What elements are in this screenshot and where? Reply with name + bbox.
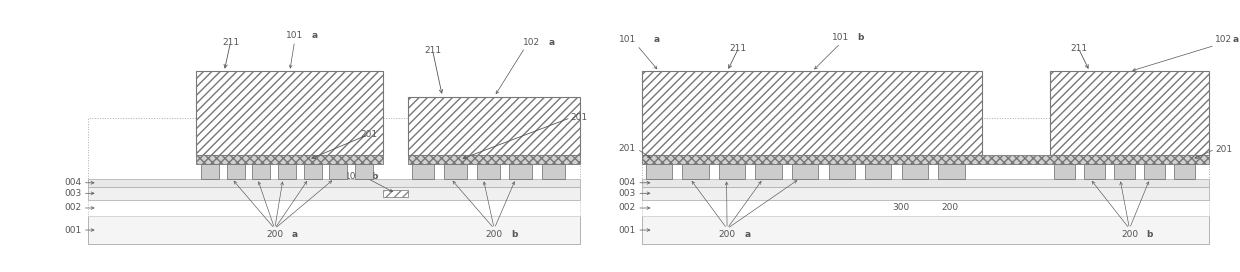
Bar [719, 164, 745, 179]
Bar [252, 164, 270, 179]
Text: 201: 201 [619, 144, 636, 153]
Text: 101: 101 [286, 31, 304, 40]
Bar [304, 164, 321, 179]
Bar [1050, 72, 1209, 156]
Bar [476, 164, 500, 179]
Bar [355, 164, 373, 179]
Text: 002: 002 [619, 203, 636, 212]
Bar [1054, 164, 1075, 179]
Text: 102: 102 [1215, 35, 1233, 45]
Bar [1084, 164, 1105, 179]
Bar [201, 164, 219, 179]
Bar [88, 187, 580, 200]
Bar [646, 164, 672, 179]
Text: 211: 211 [424, 46, 441, 55]
Bar [88, 200, 580, 217]
Bar [542, 164, 564, 179]
Text: a: a [548, 38, 554, 47]
Text: 200: 200 [718, 230, 735, 239]
Bar [642, 187, 1209, 200]
Text: 101: 101 [619, 35, 636, 45]
Text: 102: 102 [522, 38, 539, 47]
Bar [642, 217, 1209, 244]
Bar [828, 164, 854, 179]
Text: 211: 211 [1070, 44, 1087, 53]
Text: 200: 200 [941, 203, 959, 212]
Text: a: a [744, 230, 750, 239]
Bar [1114, 164, 1136, 179]
Bar [408, 156, 580, 164]
Text: 200: 200 [486, 230, 502, 239]
Text: 201: 201 [570, 113, 588, 122]
Bar [642, 156, 1209, 164]
Bar [682, 164, 708, 179]
Bar [755, 164, 781, 179]
Bar [227, 164, 244, 179]
Text: 004: 004 [64, 178, 82, 187]
Text: 200: 200 [1121, 230, 1138, 239]
Bar [792, 164, 818, 179]
Bar [412, 164, 434, 179]
Bar [330, 164, 347, 179]
Bar [939, 164, 965, 179]
Bar [196, 156, 383, 164]
Bar [88, 217, 580, 244]
Bar [901, 164, 928, 179]
Bar [642, 179, 1209, 187]
Bar [444, 164, 467, 179]
Text: a: a [1233, 35, 1239, 45]
Text: 300: 300 [892, 203, 909, 212]
Text: 003: 003 [64, 189, 82, 198]
Text: b: b [511, 230, 518, 239]
Text: b: b [371, 172, 377, 181]
Text: 002: 002 [64, 203, 82, 212]
Text: 201: 201 [1215, 145, 1233, 154]
Text: 200: 200 [267, 230, 283, 239]
Text: 211: 211 [222, 38, 239, 47]
Bar [383, 190, 408, 197]
Text: 001: 001 [64, 225, 82, 234]
Bar [278, 164, 296, 179]
Bar [408, 97, 580, 156]
Text: 201: 201 [360, 130, 377, 139]
Text: a: a [312, 31, 317, 40]
Text: 004: 004 [619, 178, 636, 187]
Text: 211: 211 [730, 44, 746, 53]
Bar [642, 118, 1209, 244]
Bar [510, 164, 532, 179]
Text: a: a [653, 35, 660, 45]
Text: 003: 003 [619, 189, 636, 198]
Bar [1143, 164, 1166, 179]
Text: a: a [291, 230, 298, 239]
Bar [196, 72, 383, 156]
Text: b: b [1147, 230, 1153, 239]
Text: 102: 102 [345, 172, 362, 181]
Text: 001: 001 [619, 225, 636, 234]
Text: b: b [858, 33, 864, 42]
Bar [642, 72, 982, 156]
Text: 101: 101 [832, 33, 849, 42]
Bar [642, 200, 1209, 217]
Bar [866, 164, 892, 179]
Bar [1173, 164, 1195, 179]
Bar [88, 118, 580, 244]
Bar [88, 179, 580, 187]
